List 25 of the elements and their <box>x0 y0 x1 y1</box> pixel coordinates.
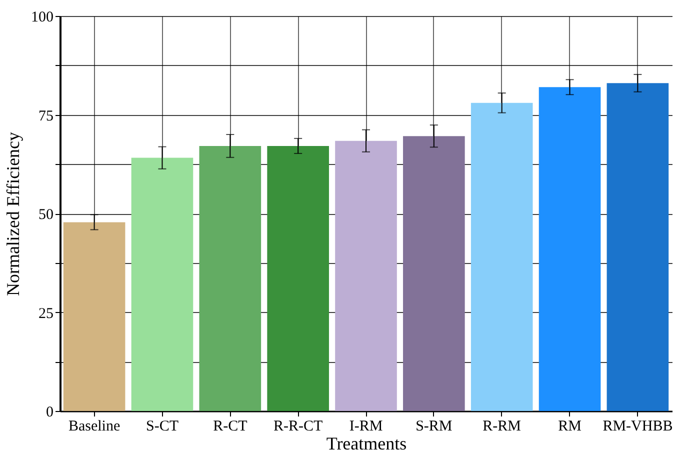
x-tick-label: RM <box>558 418 582 434</box>
bar <box>267 146 329 411</box>
y-tick-label: 100 <box>31 10 54 26</box>
x-tick-label: R-R-CT <box>273 418 323 434</box>
x-tick-label: R-RM <box>482 418 522 434</box>
y-axis-title: Normalized Efficiency <box>3 132 23 296</box>
x-tick-label: R-CT <box>213 418 248 434</box>
y-tick-label: 75 <box>38 108 54 124</box>
bar <box>335 140 397 411</box>
x-axis-title: Treatments <box>326 434 407 453</box>
bar <box>606 83 669 411</box>
y-tick-label: 0 <box>46 404 54 420</box>
bar <box>538 87 601 411</box>
bar <box>403 136 465 411</box>
x-tick-label: RM-VHBB <box>602 418 673 434</box>
y-tick-label: 25 <box>38 306 54 322</box>
bar <box>470 102 533 411</box>
x-tick-label: I-RM <box>349 418 383 434</box>
bar <box>199 146 262 411</box>
x-tick-label: S-CT <box>146 418 178 434</box>
bar <box>131 158 194 411</box>
x-tick-label: S-RM <box>416 418 452 434</box>
x-tick-label: Baseline <box>68 418 120 434</box>
bar <box>63 222 126 411</box>
y-tick-label: 50 <box>38 207 54 223</box>
